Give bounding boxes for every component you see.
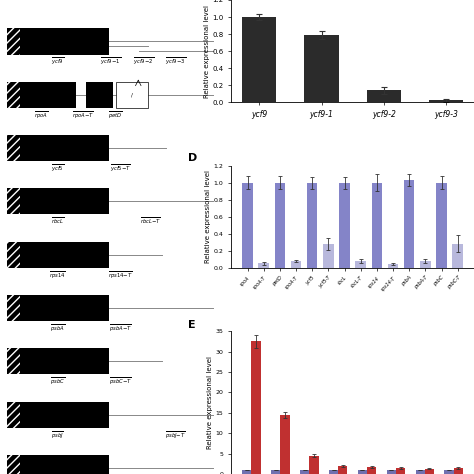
Bar bbox=[425, 469, 434, 474]
Text: $\overline{\mathit{rbcL{-}T}}$: $\overline{\mathit{rbcL{-}T}}$ bbox=[140, 217, 161, 226]
Text: $\overline{\mathit{petD}}$: $\overline{\mathit{petD}}$ bbox=[108, 110, 123, 120]
Bar bbox=[396, 468, 405, 474]
Text: $\overline{\mathit{rpoA{-}T}}$: $\overline{\mathit{rpoA{-}T}}$ bbox=[72, 110, 94, 120]
Bar bbox=[281, 415, 290, 474]
Bar bbox=[242, 470, 252, 474]
Bar bbox=[7, 348, 109, 374]
Bar bbox=[291, 261, 301, 268]
Text: $\overline{\mathit{psbC}}$: $\overline{\mathit{psbC}}$ bbox=[50, 377, 65, 387]
Bar bbox=[388, 264, 398, 268]
Bar bbox=[454, 468, 463, 474]
Text: D: D bbox=[188, 154, 197, 164]
Bar bbox=[429, 100, 463, 102]
Bar bbox=[329, 470, 338, 474]
Y-axis label: Relative expressional level: Relative expressional level bbox=[203, 5, 210, 98]
Bar bbox=[338, 466, 347, 474]
Bar bbox=[116, 82, 148, 108]
Text: $\overline{\mathit{ycf5{-}T}}$: $\overline{\mathit{ycf5{-}T}}$ bbox=[109, 164, 131, 174]
Bar bbox=[7, 455, 109, 474]
Text: E: E bbox=[188, 320, 195, 330]
Text: $\overline{\mathit{rps14}}$: $\overline{\mathit{rps14}}$ bbox=[49, 270, 66, 281]
Bar bbox=[7, 401, 109, 428]
Bar bbox=[85, 82, 113, 108]
Bar bbox=[7, 295, 109, 321]
Bar bbox=[7, 242, 109, 268]
Y-axis label: Relative expressional level: Relative expressional level bbox=[205, 170, 211, 263]
Text: $\overline{\mathit{psbJ}}$: $\overline{\mathit{psbJ}}$ bbox=[51, 430, 64, 440]
Bar bbox=[7, 28, 109, 55]
Text: $\overline{\mathit{ycf9{-}2}}$: $\overline{\mathit{ycf9{-}2}}$ bbox=[133, 57, 154, 67]
Bar bbox=[7, 295, 19, 321]
Bar bbox=[445, 470, 454, 474]
Bar bbox=[356, 261, 366, 268]
Bar bbox=[416, 470, 425, 474]
Bar bbox=[7, 348, 19, 374]
Bar bbox=[252, 341, 261, 474]
Text: $\overline{\mathit{ycf9{-}3}}$: $\overline{\mathit{ycf9{-}3}}$ bbox=[165, 57, 186, 67]
Bar bbox=[271, 470, 281, 474]
Bar bbox=[420, 261, 430, 268]
Bar bbox=[274, 182, 285, 268]
Bar bbox=[7, 188, 109, 215]
Bar bbox=[7, 82, 19, 108]
Text: $\overline{\mathit{psbA}}$: $\overline{\mathit{psbA}}$ bbox=[50, 324, 65, 334]
Bar bbox=[366, 90, 401, 102]
Y-axis label: Relative expressional level: Relative expressional level bbox=[207, 356, 213, 449]
Bar bbox=[436, 182, 447, 268]
Bar bbox=[258, 264, 269, 268]
Text: $\overline{\mathit{psbC{-}T}}$: $\overline{\mathit{psbC{-}T}}$ bbox=[109, 377, 132, 387]
Bar bbox=[404, 180, 414, 268]
Text: $\overline{\mathit{ycf9}}$: $\overline{\mathit{ycf9}}$ bbox=[51, 57, 64, 67]
Bar bbox=[372, 182, 382, 268]
Bar bbox=[242, 17, 276, 102]
Bar bbox=[307, 182, 318, 268]
Text: $\overline{\mathit{rpoA}}$: $\overline{\mathit{rpoA}}$ bbox=[35, 110, 49, 120]
Bar bbox=[304, 35, 338, 102]
Bar bbox=[339, 182, 350, 268]
Text: $\overline{\mathit{rbcL}}$: $\overline{\mathit{rbcL}}$ bbox=[51, 217, 64, 226]
Text: $\overline{\mathit{ycf9{-}1}}$: $\overline{\mathit{ycf9{-}1}}$ bbox=[100, 57, 121, 67]
Text: $\overline{\mathit{psbA{-}T}}$: $\overline{\mathit{psbA{-}T}}$ bbox=[109, 324, 132, 334]
Text: $\overline{\mathit{rps14{-}T}}$: $\overline{\mathit{rps14{-}T}}$ bbox=[108, 270, 133, 281]
Bar bbox=[300, 470, 309, 474]
Text: $\overline{\mathit{ycf5}}$: $\overline{\mathit{ycf5}}$ bbox=[51, 164, 64, 174]
Text: $\overline{\mathit{psbJ{-}T}}$: $\overline{\mathit{psbJ{-}T}}$ bbox=[165, 430, 186, 440]
Bar bbox=[7, 242, 19, 268]
Bar bbox=[7, 82, 76, 108]
Bar bbox=[7, 401, 19, 428]
Bar bbox=[453, 244, 463, 268]
Text: /: / bbox=[131, 92, 133, 97]
Bar bbox=[367, 467, 376, 474]
Bar bbox=[7, 455, 19, 474]
Bar bbox=[7, 135, 19, 161]
Bar bbox=[358, 470, 367, 474]
Bar bbox=[7, 188, 19, 215]
Bar bbox=[242, 182, 253, 268]
Bar bbox=[309, 456, 319, 474]
Bar bbox=[7, 28, 19, 55]
Bar bbox=[7, 135, 109, 161]
Bar bbox=[387, 470, 396, 474]
Bar bbox=[323, 244, 334, 268]
